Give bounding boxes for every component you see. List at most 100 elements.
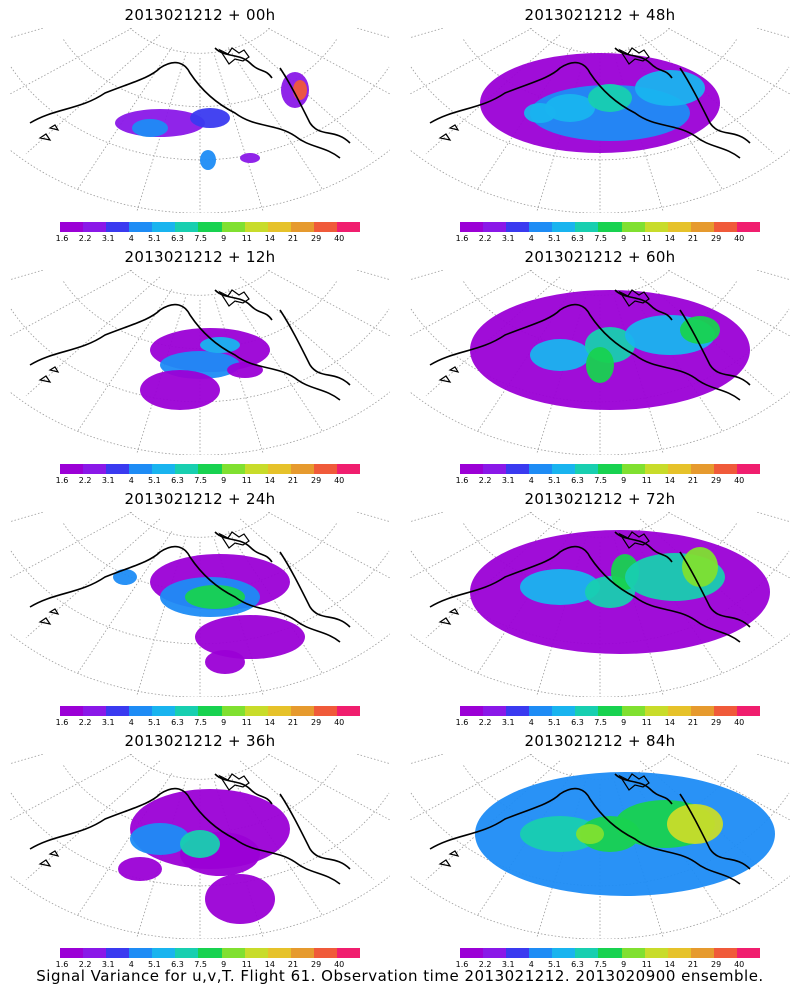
colorbar-label: 11 <box>641 960 652 969</box>
colorbar-swatch <box>690 948 714 958</box>
variance-map <box>410 512 790 697</box>
map-panel-48h: 2013021212 + 48h 1.6 2.2 3.1 4 5.1 6.3 7.5 9 11 1… <box>400 0 800 245</box>
colorbar-swatch <box>690 222 714 232</box>
colorbar-label: 9 <box>621 476 627 485</box>
colorbar-swatch <box>460 222 484 232</box>
colorbar-swatch <box>506 222 530 232</box>
colorbar-swatch <box>506 948 530 958</box>
colorbar-swatch <box>175 948 199 958</box>
colorbar-swatch <box>529 464 553 474</box>
colorbar-label: 1.6 <box>55 234 69 243</box>
colorbar-swatch <box>198 464 222 474</box>
colorbar-swatch <box>598 948 622 958</box>
colorbar-label: 5.1 <box>548 234 561 243</box>
colorbar-swatch <box>129 222 153 232</box>
colorbar-swatch <box>713 222 737 232</box>
colorbar-swatch <box>221 464 245 474</box>
colorbar-swatch <box>244 222 268 232</box>
colorbar-swatch <box>552 464 576 474</box>
colorbar-labels: 1.6 2.2 3.1 4 5.1 6.3 7.5 9 11 14 21 29 40 <box>52 718 372 728</box>
colorbar-swatch <box>598 464 622 474</box>
colorbar-label: 5.1 <box>148 718 161 727</box>
colorbar <box>60 222 361 232</box>
colorbar-swatch <box>129 706 153 716</box>
variance-map <box>410 28 790 213</box>
colorbar-swatch <box>83 706 107 716</box>
colorbar-swatch <box>621 948 645 958</box>
colorbar-label: 5.1 <box>148 960 161 969</box>
colorbar-swatch <box>713 948 737 958</box>
colorbar-label: 29 <box>311 476 322 485</box>
colorbar-swatch <box>129 948 153 958</box>
colorbar-label: 9 <box>221 718 227 727</box>
colorbar-label: 29 <box>711 718 722 727</box>
colorbar-swatch <box>60 222 84 232</box>
panel-title: 2013021212 + 24h <box>124 490 276 508</box>
colorbar-label: 40 <box>734 234 745 243</box>
colorbar-swatch <box>506 706 530 716</box>
colorbar-swatch <box>60 464 84 474</box>
colorbar-label: 29 <box>311 718 322 727</box>
colorbar-label: 3.1 <box>101 234 115 243</box>
variance-map <box>10 512 390 697</box>
colorbar-label: 7.5 <box>594 960 607 969</box>
colorbar-label: 4 <box>128 960 134 969</box>
colorbar-swatch <box>290 948 314 958</box>
colorbar-label: 4 <box>528 234 534 243</box>
colorbar-labels: 1.6 2.2 3.1 4 5.1 6.3 7.5 9 11 14 21 29 40 <box>52 234 372 244</box>
colorbar-label: 11 <box>241 476 252 485</box>
colorbar-label: 29 <box>711 476 722 485</box>
colorbar-label: 29 <box>711 960 722 969</box>
colorbar-swatch <box>106 222 130 232</box>
colorbar-label: 2.2 <box>78 718 92 727</box>
colorbar-swatch <box>152 706 176 716</box>
colorbar-label: 40 <box>334 476 345 485</box>
colorbar-swatch <box>736 464 761 474</box>
colorbar-swatch <box>83 464 107 474</box>
colorbar-label: 1.6 <box>455 718 469 727</box>
colorbar-swatch <box>736 706 761 716</box>
colorbar-label: 7.5 <box>194 234 207 243</box>
colorbar-swatch <box>736 948 761 958</box>
colorbar-swatch <box>529 948 553 958</box>
colorbar-swatch <box>267 706 291 716</box>
colorbar-swatch <box>667 706 691 716</box>
colorbar-label: 21 <box>687 960 699 969</box>
colorbar-swatch <box>198 222 222 232</box>
colorbar-label: 11 <box>641 718 652 727</box>
colorbar-swatch <box>60 706 84 716</box>
colorbar-labels: 1.6 2.2 3.1 4 5.1 6.3 7.5 9 11 14 21 29 40 <box>452 234 772 244</box>
colorbar-label: 6.3 <box>171 476 184 485</box>
colorbar-label: 7.5 <box>194 718 207 727</box>
colorbar-label: 3.1 <box>501 476 515 485</box>
colorbar-swatch <box>60 948 84 958</box>
colorbar-label: 2.2 <box>478 476 492 485</box>
colorbar-swatch <box>152 948 176 958</box>
colorbar-label: 9 <box>221 234 227 243</box>
colorbar-swatch <box>244 464 268 474</box>
colorbar-label: 2.2 <box>478 718 492 727</box>
colorbar-swatch <box>83 222 107 232</box>
colorbar-swatch <box>644 948 668 958</box>
colorbar-label: 40 <box>734 476 745 485</box>
colorbar-label: 5.1 <box>548 718 561 727</box>
colorbar-label: 6.3 <box>571 476 584 485</box>
colorbar-swatch <box>290 222 314 232</box>
colorbar-label: 2.2 <box>78 476 92 485</box>
colorbar-label: 5.1 <box>148 234 161 243</box>
colorbar-label: 21 <box>287 234 299 243</box>
colorbar-swatch <box>336 948 361 958</box>
colorbar-label: 40 <box>734 718 745 727</box>
map-panel-12h: 2013021212 + 12h 1.6 2.2 3.1 4 5.1 6.3 7.5 9 11 1… <box>0 242 400 487</box>
panel-title: 2013021212 + 72h <box>524 490 676 508</box>
colorbar-swatch <box>529 706 553 716</box>
colorbar-swatch <box>313 464 337 474</box>
colorbar-label: 2.2 <box>78 960 92 969</box>
colorbar-label: 1.6 <box>55 476 69 485</box>
colorbar-label: 40 <box>334 718 345 727</box>
colorbar-label: 5.1 <box>548 960 561 969</box>
colorbar-label: 14 <box>264 718 275 727</box>
colorbar-swatch <box>713 706 737 716</box>
colorbar-label: 1.6 <box>455 476 469 485</box>
colorbar-label: 6.3 <box>571 234 584 243</box>
